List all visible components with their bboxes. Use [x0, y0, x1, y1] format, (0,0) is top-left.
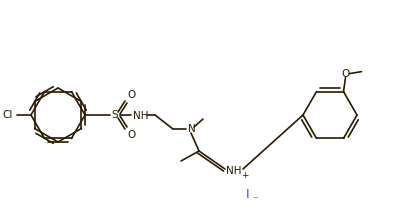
Text: S: S [112, 110, 118, 120]
Text: N: N [188, 124, 196, 134]
Text: O: O [128, 130, 136, 140]
Text: Cl: Cl [3, 110, 13, 120]
Text: ⁻: ⁻ [252, 195, 258, 205]
Text: I: I [246, 189, 250, 201]
Text: O: O [341, 69, 349, 79]
Text: +: + [241, 171, 249, 180]
Text: NH: NH [226, 166, 242, 176]
Text: O: O [128, 90, 136, 100]
Text: NH: NH [133, 111, 149, 121]
